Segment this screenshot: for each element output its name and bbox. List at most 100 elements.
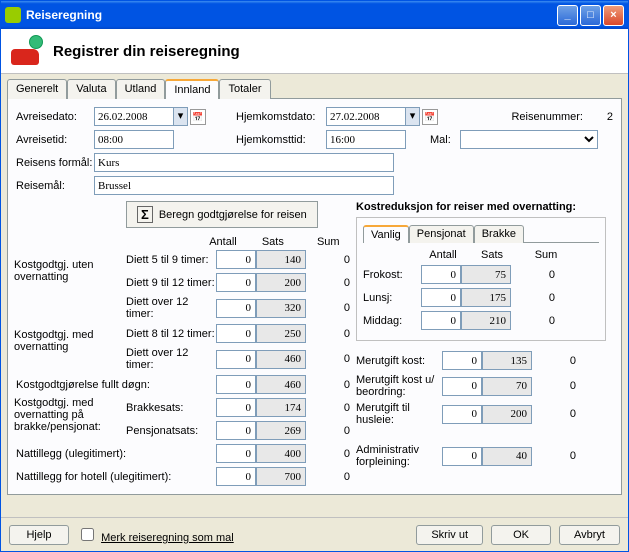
adm-label: Administrativ forpleining: bbox=[356, 444, 442, 468]
col-sum: Sum bbox=[301, 236, 356, 248]
mal-select[interactable] bbox=[460, 130, 598, 149]
window-title: Reiseregning bbox=[26, 8, 557, 22]
frokost-sum: 0 bbox=[511, 269, 561, 281]
d8-12-sats bbox=[256, 324, 306, 343]
d9-12-antall[interactable] bbox=[216, 273, 256, 292]
meru-beordr-label: Merutgift kost u/ beordring: bbox=[356, 374, 442, 398]
minimize-button[interactable]: _ bbox=[557, 5, 578, 26]
fullt-sum: 0 bbox=[306, 379, 356, 391]
app-icon bbox=[5, 7, 21, 23]
dropdown-icon[interactable]: ▾ bbox=[405, 107, 420, 126]
avreisedato-label: Avreisedato: bbox=[16, 111, 94, 123]
dover12a-sum: 0 bbox=[306, 302, 356, 314]
group3-label: Kostgodtgj. med overnatting på brakke/pe… bbox=[14, 397, 122, 433]
titlebar: Reiseregning _ □ × bbox=[1, 1, 628, 29]
middag-sum: 0 bbox=[511, 315, 561, 327]
kostreduksjon-box: Vanlig Pensjonat Brakke Antall Sats Sum … bbox=[356, 217, 606, 341]
d5-9-label: Diett 5 til 9 timer: bbox=[126, 254, 216, 266]
fullt-antall[interactable] bbox=[216, 375, 256, 394]
r-col-sats: Sats bbox=[465, 249, 519, 261]
fullt-label: Kostgodtgjørelse fullt døgn: bbox=[16, 379, 216, 391]
pensjonat-label: Pensjonatsats: bbox=[126, 425, 216, 437]
natt-hotell-sats bbox=[256, 467, 306, 486]
col-antall: Antall bbox=[201, 236, 245, 248]
d8-12-antall[interactable] bbox=[216, 324, 256, 343]
adm-sum: 0 bbox=[532, 450, 582, 462]
brakke-sum: 0 bbox=[306, 402, 356, 414]
d5-9-sats bbox=[256, 250, 306, 269]
calc-button[interactable]: Σ Beregn godtgjørelse for reisen bbox=[126, 201, 318, 228]
print-button[interactable]: Skriv ut bbox=[416, 525, 483, 545]
r-col-sum: Sum bbox=[519, 249, 573, 261]
natt-uleg-sum: 0 bbox=[306, 448, 356, 460]
frokost-antall[interactable] bbox=[421, 265, 461, 284]
dover12a-antall[interactable] bbox=[216, 299, 256, 318]
lunsj-antall[interactable] bbox=[421, 288, 461, 307]
subtab-brakke[interactable]: Brakke bbox=[474, 225, 524, 243]
calendar-icon[interactable]: 📅 bbox=[422, 109, 438, 125]
tab-totaler[interactable]: Totaler bbox=[219, 79, 270, 99]
kostreduksjon-title: Kostreduksjon for reiser med overnatting… bbox=[356, 201, 606, 213]
natt-uleg-antall[interactable] bbox=[216, 444, 256, 463]
dover12b-antall[interactable] bbox=[216, 350, 256, 369]
tab-valuta[interactable]: Valuta bbox=[67, 79, 115, 99]
merk-checkbox[interactable] bbox=[81, 528, 94, 541]
meru-kost-antall[interactable] bbox=[442, 351, 482, 370]
fullt-sats bbox=[256, 375, 306, 394]
dropdown-icon[interactable]: ▾ bbox=[173, 107, 188, 126]
lunsj-label: Lunsj: bbox=[363, 292, 421, 304]
natt-uleg-label: Nattillegg (ulegitimert): bbox=[16, 448, 216, 460]
mal-label: Mal: bbox=[430, 134, 460, 146]
ok-button[interactable]: OK bbox=[491, 525, 551, 545]
reisemal-label: Reisemål: bbox=[16, 180, 94, 192]
cancel-button[interactable]: Avbryt bbox=[559, 525, 620, 545]
formal-input[interactable] bbox=[94, 153, 394, 172]
lunsj-sum: 0 bbox=[511, 292, 561, 304]
d5-9-antall[interactable] bbox=[216, 250, 256, 269]
merk-checkbox-label[interactable]: Merk reiseregning som mal bbox=[77, 525, 234, 544]
subtab-pensjonat[interactable]: Pensjonat bbox=[409, 225, 474, 243]
dover12b-sum: 0 bbox=[306, 353, 356, 365]
natt-hotell-label: Nattillegg for hotell (ulegitimert): bbox=[16, 471, 216, 483]
pensjonat-antall[interactable] bbox=[216, 421, 256, 440]
calc-button-label: Beregn godtgjørelse for reisen bbox=[159, 209, 307, 221]
middag-antall[interactable] bbox=[421, 311, 461, 330]
help-button[interactable]: Hjelp bbox=[9, 525, 69, 545]
middag-label: Middag: bbox=[363, 315, 421, 327]
group1-label: Kostgodtgj. uten overnatting bbox=[14, 259, 122, 283]
avreisedato-input[interactable] bbox=[94, 107, 174, 126]
hjemkomstdato-label: Hjemkomstdato: bbox=[236, 111, 326, 123]
reisemal-input[interactable] bbox=[94, 176, 394, 195]
adm-sats bbox=[482, 447, 532, 466]
app-window: Reiseregning _ □ × Registrer din reisere… bbox=[0, 0, 629, 552]
hjemkomsttid-input[interactable] bbox=[326, 130, 406, 149]
calendar-icon[interactable]: 📅 bbox=[190, 109, 206, 125]
natt-hotell-antall[interactable] bbox=[216, 467, 256, 486]
tab-utland[interactable]: Utland bbox=[116, 79, 166, 99]
col-sats: Sats bbox=[245, 236, 300, 248]
meru-husleie-sats bbox=[482, 405, 532, 424]
logo-icon bbox=[11, 35, 43, 67]
sigma-icon: Σ bbox=[137, 206, 153, 223]
brakke-antall[interactable] bbox=[216, 398, 256, 417]
tab-generelt[interactable]: Generelt bbox=[7, 79, 67, 99]
adm-antall[interactable] bbox=[442, 447, 482, 466]
d5-9-sum: 0 bbox=[306, 254, 356, 266]
avreisetid-input[interactable] bbox=[94, 130, 174, 149]
panel-innland: Avreisedato: ▾ 📅 Hjemkomstdato: ▾ 📅 Reis… bbox=[7, 99, 622, 495]
natt-uleg-sats bbox=[256, 444, 306, 463]
maximize-button[interactable]: □ bbox=[580, 5, 601, 26]
subtab-vanlig[interactable]: Vanlig bbox=[363, 225, 409, 243]
frokost-label: Frokost: bbox=[363, 269, 421, 281]
dover12b-label: Diett over 12 timer: bbox=[126, 347, 216, 371]
meru-beordr-sum: 0 bbox=[532, 380, 582, 392]
group2-label: Kostgodtgj. med overnatting bbox=[14, 329, 122, 353]
meru-beordr-antall[interactable] bbox=[442, 377, 482, 396]
tab-innland[interactable]: Innland bbox=[165, 79, 219, 99]
d8-12-sum: 0 bbox=[306, 328, 356, 340]
meru-husleie-antall[interactable] bbox=[442, 405, 482, 424]
avreisetid-label: Avreisetid: bbox=[16, 134, 94, 146]
close-button[interactable]: × bbox=[603, 5, 624, 26]
meru-husleie-label: Merutgift til husleie: bbox=[356, 402, 442, 426]
hjemkomstdato-input[interactable] bbox=[326, 107, 406, 126]
